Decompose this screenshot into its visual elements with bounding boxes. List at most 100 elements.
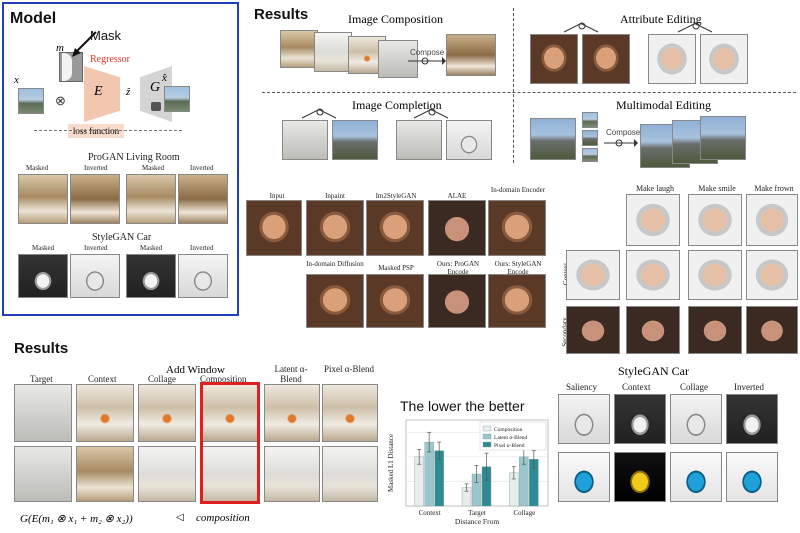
stylegan-car-title-left: StyleGAN Car bbox=[92, 232, 152, 243]
face-alae bbox=[428, 200, 486, 256]
car-collage-1 bbox=[670, 394, 722, 444]
model-panel: Model Mask m x ⊗ Regressor E ẑ G x̂ loss… bbox=[2, 2, 239, 316]
compose-arrow-icon bbox=[408, 57, 446, 65]
car-inverted-img-1 bbox=[70, 254, 120, 298]
car-col-collage: Collage bbox=[680, 382, 708, 392]
completion-arrow-icon-2 bbox=[413, 108, 449, 119]
multimodal-src-2 bbox=[582, 112, 598, 128]
xhat-label: x̂ bbox=[162, 72, 167, 84]
legend-swatch bbox=[482, 425, 492, 432]
results-title-top: Results bbox=[254, 6, 309, 23]
car-col-context: Context bbox=[622, 382, 651, 392]
face-input bbox=[246, 200, 302, 256]
legend-label: Pixel α-Blend bbox=[494, 443, 525, 449]
x-label: x bbox=[14, 74, 19, 86]
car-saliency-2 bbox=[558, 452, 610, 502]
edit-col-frown: Make frown bbox=[754, 184, 794, 193]
car-inverted-1 bbox=[726, 394, 778, 444]
edit-context-1 bbox=[566, 250, 620, 300]
face-col-ours-progan: Ours: ProGAN Encode bbox=[436, 260, 480, 276]
bottom-collage-1 bbox=[138, 384, 196, 442]
legend-swatch bbox=[482, 433, 492, 440]
face-col-indomain-diffusion: In-domain Diffusion bbox=[306, 260, 364, 268]
edit-frown-img bbox=[746, 194, 798, 246]
formula-text: G(E(m₁ ⊗ x₁ + m₂ ⊗ x₂)) bbox=[20, 513, 133, 525]
completion-masked-2 bbox=[396, 120, 442, 160]
add-window-label: Add Window bbox=[166, 364, 225, 376]
progan-inverted-1: Inverted bbox=[84, 164, 108, 172]
model-title: Model bbox=[10, 10, 57, 27]
x-tick-label: Collage bbox=[513, 509, 535, 517]
completion-result-2 bbox=[446, 120, 492, 160]
composition-src-4 bbox=[378, 40, 418, 78]
encoder-label: E bbox=[94, 84, 103, 99]
face-col-alae: ALAE bbox=[447, 192, 467, 200]
edit-laugh-img bbox=[626, 194, 680, 246]
mask-image bbox=[59, 52, 83, 82]
col-collage: Collage bbox=[148, 374, 176, 384]
car-masked-img-2 bbox=[126, 254, 176, 298]
face-ours-progan bbox=[428, 274, 486, 328]
bottom-target-1 bbox=[14, 384, 72, 442]
car-col-saliency: Saliency bbox=[566, 382, 597, 392]
attribute-face-4 bbox=[700, 34, 748, 84]
col-target: Target bbox=[30, 374, 53, 384]
progan-masked-1: Masked bbox=[26, 164, 49, 172]
formula-composition-label: composition bbox=[196, 512, 250, 524]
edit-col-laugh: Make laugh bbox=[636, 184, 674, 193]
col-pixel-blend: Pixel α-Blend bbox=[324, 364, 374, 374]
horizontal-dashed-divider bbox=[262, 92, 796, 93]
edit-arrow-icon-1 bbox=[563, 22, 599, 33]
face-col-masked-psp: Masked PSP bbox=[378, 264, 414, 272]
completion-masked-1 bbox=[282, 120, 328, 160]
car-context-2 bbox=[614, 452, 666, 502]
legend-label: Composition bbox=[494, 427, 523, 433]
image-composition-title: Image Composition bbox=[348, 12, 443, 26]
progan-masked-2: Masked bbox=[142, 164, 165, 172]
vertical-dashed-divider bbox=[513, 8, 514, 163]
car-inverted-img-2 bbox=[178, 254, 228, 298]
bottom-context-2 bbox=[76, 446, 134, 502]
output-image-xhat bbox=[164, 86, 190, 112]
regressor-label: Regressor bbox=[90, 54, 130, 65]
progan-masked-img-2 bbox=[126, 174, 176, 224]
composition-highlight-frame bbox=[200, 382, 260, 504]
car-saliency-1 bbox=[558, 394, 610, 444]
bottom-pixel-2 bbox=[322, 446, 378, 502]
edit-secondary-4 bbox=[746, 306, 798, 354]
compose-label-top: Compose bbox=[410, 48, 445, 57]
progan-title: ProGAN Living Room bbox=[88, 152, 180, 163]
composition-result bbox=[446, 34, 496, 76]
car-collage-2 bbox=[670, 452, 722, 502]
x-tick-label: Context bbox=[419, 509, 441, 517]
progan-inverted-2: Inverted bbox=[190, 164, 214, 172]
car-inverted-2: Inverted bbox=[190, 244, 214, 252]
image-completion-title: Image Completion bbox=[352, 98, 442, 112]
bottom-pixel-1 bbox=[322, 384, 378, 442]
face-indomain-encoder bbox=[488, 200, 546, 256]
edit-col-smile: Make smile bbox=[698, 184, 736, 193]
multimodal-src-3 bbox=[582, 130, 598, 146]
mask-arrow-icon bbox=[72, 31, 97, 57]
results-title-bottom: Results bbox=[14, 340, 69, 357]
compose-arrow-icon-2 bbox=[604, 139, 638, 147]
completion-arrow-icon-1 bbox=[301, 108, 337, 119]
face-col-inpaint: Inpaint bbox=[325, 192, 345, 200]
composition-src-1 bbox=[280, 30, 318, 68]
attribute-face-2 bbox=[582, 34, 630, 84]
car-masked-2: Masked bbox=[140, 244, 163, 252]
car-inverted-2 bbox=[726, 452, 778, 502]
composition-src-2 bbox=[314, 32, 352, 72]
latent-label: ẑ bbox=[126, 86, 131, 98]
multimodal-editing-title: Multimodal Editing bbox=[616, 98, 711, 112]
formula-arrow-icon: ◁ bbox=[176, 512, 184, 523]
face-indomain-diffusion bbox=[306, 274, 364, 328]
face-im2stylegan bbox=[366, 200, 424, 256]
face-ours-stylegan bbox=[488, 274, 546, 328]
multimodal-src-1 bbox=[530, 118, 576, 160]
col-composition: Composition bbox=[200, 374, 247, 384]
face-col-indomain-encoder: In-domain Encoder bbox=[490, 186, 546, 194]
edit-secondary-2 bbox=[626, 306, 680, 354]
y-axis-label: Masked L1 Distance bbox=[387, 434, 395, 492]
edit-arrow-icon-2 bbox=[677, 22, 713, 33]
